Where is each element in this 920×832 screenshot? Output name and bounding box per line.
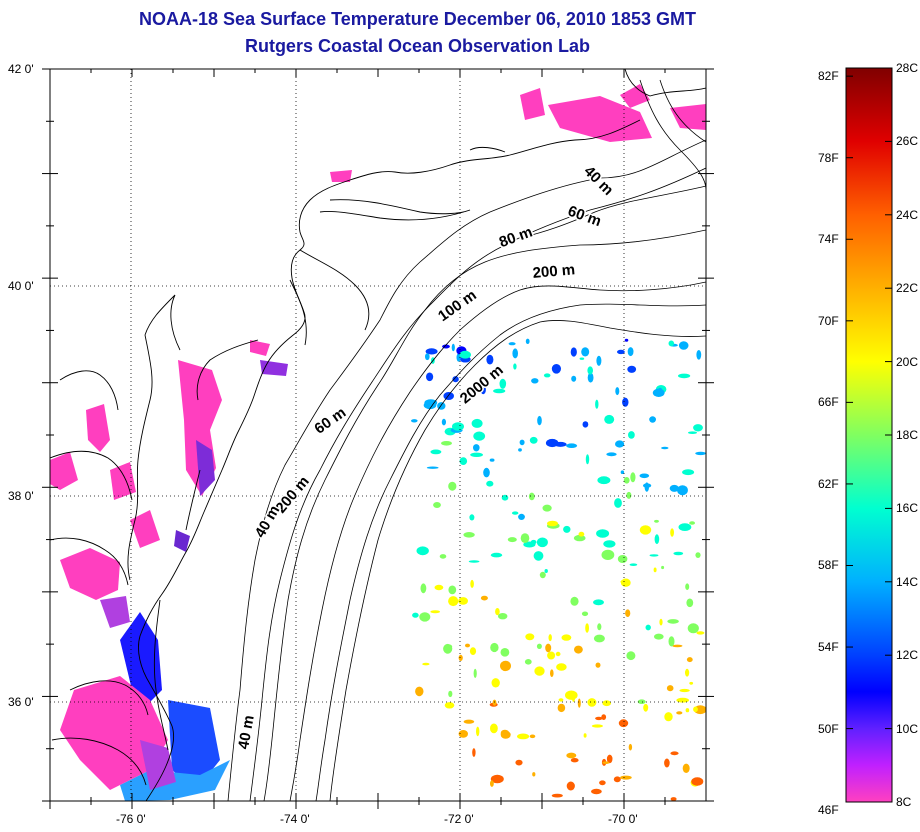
celsius-label: 12C — [896, 648, 919, 663]
map-title: NOAA-18 Sea Surface Temperature December… — [139, 9, 696, 29]
celsius-label: 18C — [896, 428, 919, 442]
lat-tick-label-42: 42 0' — [8, 62, 34, 76]
celsius-label: 20C — [896, 354, 919, 369]
fahrenheit-label: 74F — [818, 232, 839, 247]
isobath-label: 60 m — [311, 404, 349, 438]
sst-pixels — [411, 338, 706, 801]
fahrenheit-label: 50F — [818, 721, 839, 736]
fahrenheit-label: 78F — [818, 150, 839, 165]
celsius-label: 24C — [896, 207, 919, 222]
lat-tick-label-36: 36 0' — [8, 695, 34, 709]
fahrenheit-label: 46F — [818, 803, 839, 818]
celsius-label: 22C — [896, 281, 919, 296]
isobath-label: 60 m — [566, 203, 604, 231]
map-subtitle: Rutgers Coastal Ocean Observation Lab — [244, 36, 591, 56]
lon-tick-label-74: -74 0' — [280, 812, 310, 826]
isobaths — [227, 79, 706, 801]
isobath-label: 200 m — [532, 261, 576, 282]
celsius-label: 26C — [896, 134, 919, 149]
nearshore-cold-water — [50, 84, 706, 801]
fahrenheit-label: 54F — [818, 640, 839, 655]
graticule — [50, 69, 706, 801]
lat-tick-label-38: 38 0' — [8, 489, 34, 503]
coastline — [50, 69, 706, 801]
isobath-label: 40 m — [235, 714, 258, 751]
celsius-label: 14C — [896, 574, 919, 589]
celsius-label: 8C — [896, 795, 912, 809]
fahrenheit-label: 82F — [818, 69, 839, 84]
celsius-label: 10C — [896, 721, 919, 736]
lon-tick-label-70: -70 0' — [608, 812, 638, 826]
axis-ticks — [42, 68, 714, 809]
lon-tick-label-76: -76 0' — [116, 812, 146, 826]
fahrenheit-label: 62F — [818, 476, 839, 491]
fahrenheit-label: 66F — [818, 395, 839, 410]
celsius-label: 28C — [896, 61, 919, 75]
colorbar — [845, 67, 893, 803]
fahrenheit-label: 58F — [818, 558, 839, 573]
colorbar-gradient — [845, 67, 893, 803]
celsius-label: 16C — [896, 501, 919, 516]
lat-tick-label-40: 40 0' — [8, 279, 34, 293]
fahrenheit-label: 70F — [818, 313, 839, 328]
lon-tick-label-72: -72 0' — [444, 812, 474, 826]
isobath-label: 80 m — [497, 223, 535, 251]
